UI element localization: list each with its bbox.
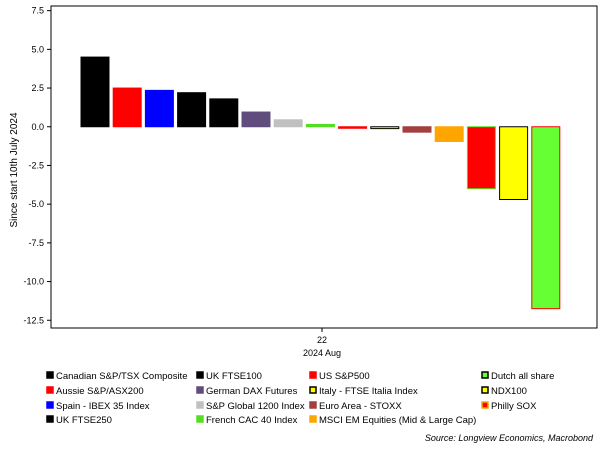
plot-frame [50,5,598,329]
legend-swatch [46,401,54,409]
legend-swatch [46,371,54,379]
legend-swatch [309,386,317,394]
legend-swatch [309,401,317,409]
legend-label: MSCI EM Equities (Mid & Large Cap) [319,415,476,426]
legend: Canadian S&P/TSX Composite Aussie S&P/ASX… [46,371,554,426]
legend-swatch [481,371,489,379]
y-axis-title: Since start 10th July 2024 [9,112,20,228]
y-tick-label: 2.5 [31,83,44,93]
bar [466,126,496,190]
y-tick-label: -5.0 [28,199,44,209]
y-tick-label: -12.5 [23,315,44,325]
y-tick-label: -2.5 [28,160,44,170]
y-axis: 7.5 5.0 2.5 0.0 -2.5 -5.0 -7.5 -10.0 -12.5 [23,6,51,325]
legend-label: Italy - FTSE Italia Index [319,386,418,397]
legend-label: German DAX Futures [206,386,298,397]
legend-label: Aussie S&P/ASX200 [56,386,144,397]
x-tick-sublabel: 2024 Aug [303,348,341,358]
bar [531,126,561,310]
bar [370,126,400,130]
bar [273,119,303,128]
bar [80,56,110,128]
legend-label: UK FTSE100 [206,371,262,382]
legend-label: UK FTSE250 [56,415,112,426]
legend-swatch [481,401,489,409]
x-tick-label: 22 [317,335,327,345]
plot-area-border [50,5,598,329]
bar [177,92,207,128]
legend-swatch [46,415,54,423]
legend-swatch [196,415,204,423]
legend-label: NDX100 [491,386,527,397]
y-tick-label: 0.0 [31,122,44,132]
legend-label: Canadian S&P/TSX Composite [56,371,187,382]
x-axis: 22 2024 Aug [303,328,341,358]
legend-label: S&P Global 1200 Index [206,401,305,412]
y-tick-label: -10.0 [23,277,44,287]
legend-label: Dutch all share [491,371,554,382]
legend-swatch [309,415,317,423]
legend-label: French CAC 40 Index [206,415,298,426]
bar [434,126,464,142]
legend-swatch [196,371,204,379]
y-tick-label: 5.0 [31,44,44,54]
legend-label: US S&P500 [319,371,370,382]
bar [499,126,529,201]
legend-label: Spain - IBEX 35 Index [56,401,150,412]
legend-swatch [309,371,317,379]
bar [241,111,271,128]
bars [80,56,561,310]
legend-swatch [196,386,204,394]
legend-swatch [481,386,489,394]
legend-swatch [196,401,204,409]
legend-label: Euro Area - STOXX [319,401,402,412]
bar [338,126,368,129]
y-tick-label: 7.5 [31,6,44,16]
legend-swatch [46,386,54,394]
bar [112,87,142,128]
y-tick-label: -7.5 [28,238,44,248]
bar [209,98,239,128]
source-note: Source: Longview Economics, Macrobond [425,433,594,443]
bar [402,126,432,133]
bar [305,123,335,128]
bar [144,89,174,128]
legend-label: Philly SOX [491,401,537,412]
